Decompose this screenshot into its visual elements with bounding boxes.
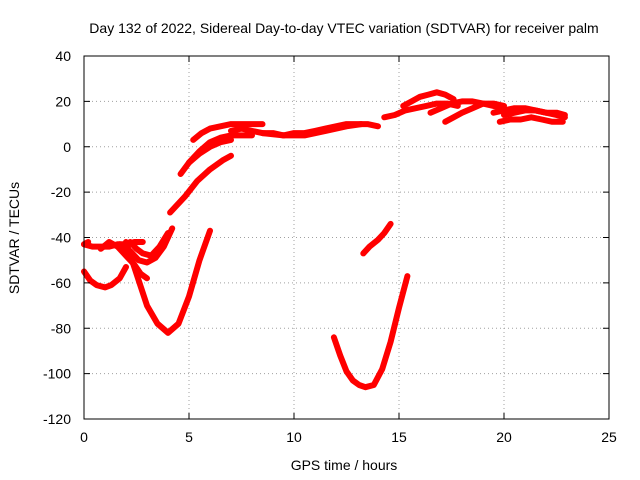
y-axis-label: SDTVAR / TECUs xyxy=(6,182,22,294)
series-arc-s xyxy=(442,100,507,125)
y-tick-label: -100 xyxy=(43,366,71,382)
series-arc-u xyxy=(496,114,566,125)
series-arc-a xyxy=(81,264,129,291)
y-tick-label: -80 xyxy=(51,320,71,336)
y-tick-label: 0 xyxy=(63,139,71,155)
x-axis-label: GPS time / hours xyxy=(291,457,398,473)
series-arc-v xyxy=(501,107,568,118)
series-arc-h xyxy=(167,152,234,216)
y-tick-label: 40 xyxy=(55,48,71,64)
series-arc-k xyxy=(190,121,266,143)
x-tick-label: 0 xyxy=(80,429,88,445)
series-arc-q xyxy=(400,89,457,109)
x-tick-label: 20 xyxy=(496,429,512,445)
axis-ticks xyxy=(83,55,610,420)
series-arc-e xyxy=(127,230,171,259)
y-tick-label: -60 xyxy=(51,275,71,291)
y-tick-label: -120 xyxy=(43,411,71,427)
y-tick-label: 20 xyxy=(55,93,71,109)
series-arc-c xyxy=(97,239,150,282)
chart-title: Day 132 of 2022, Sidereal Day-to-day VTE… xyxy=(89,20,598,36)
x-tick-label: 25 xyxy=(601,429,617,445)
series-arc-j xyxy=(186,132,255,166)
series-arc-g xyxy=(81,239,92,248)
series-arc-m xyxy=(259,121,365,139)
y-tick-label: -20 xyxy=(51,184,71,200)
y-tick-label: -40 xyxy=(51,230,71,246)
x-tick-label: 5 xyxy=(185,429,193,445)
tick-labels: 0 5 10 15 20 25 -120 -100 -80 -60 -40 -20 0 20 40 xyxy=(43,48,617,445)
series-arc-o xyxy=(360,220,394,257)
x-tick-label: 10 xyxy=(286,429,302,445)
series-arc-f xyxy=(123,227,213,336)
series-layer xyxy=(81,89,568,391)
series-arc-n xyxy=(330,273,411,391)
x-tick-label: 15 xyxy=(391,429,407,445)
